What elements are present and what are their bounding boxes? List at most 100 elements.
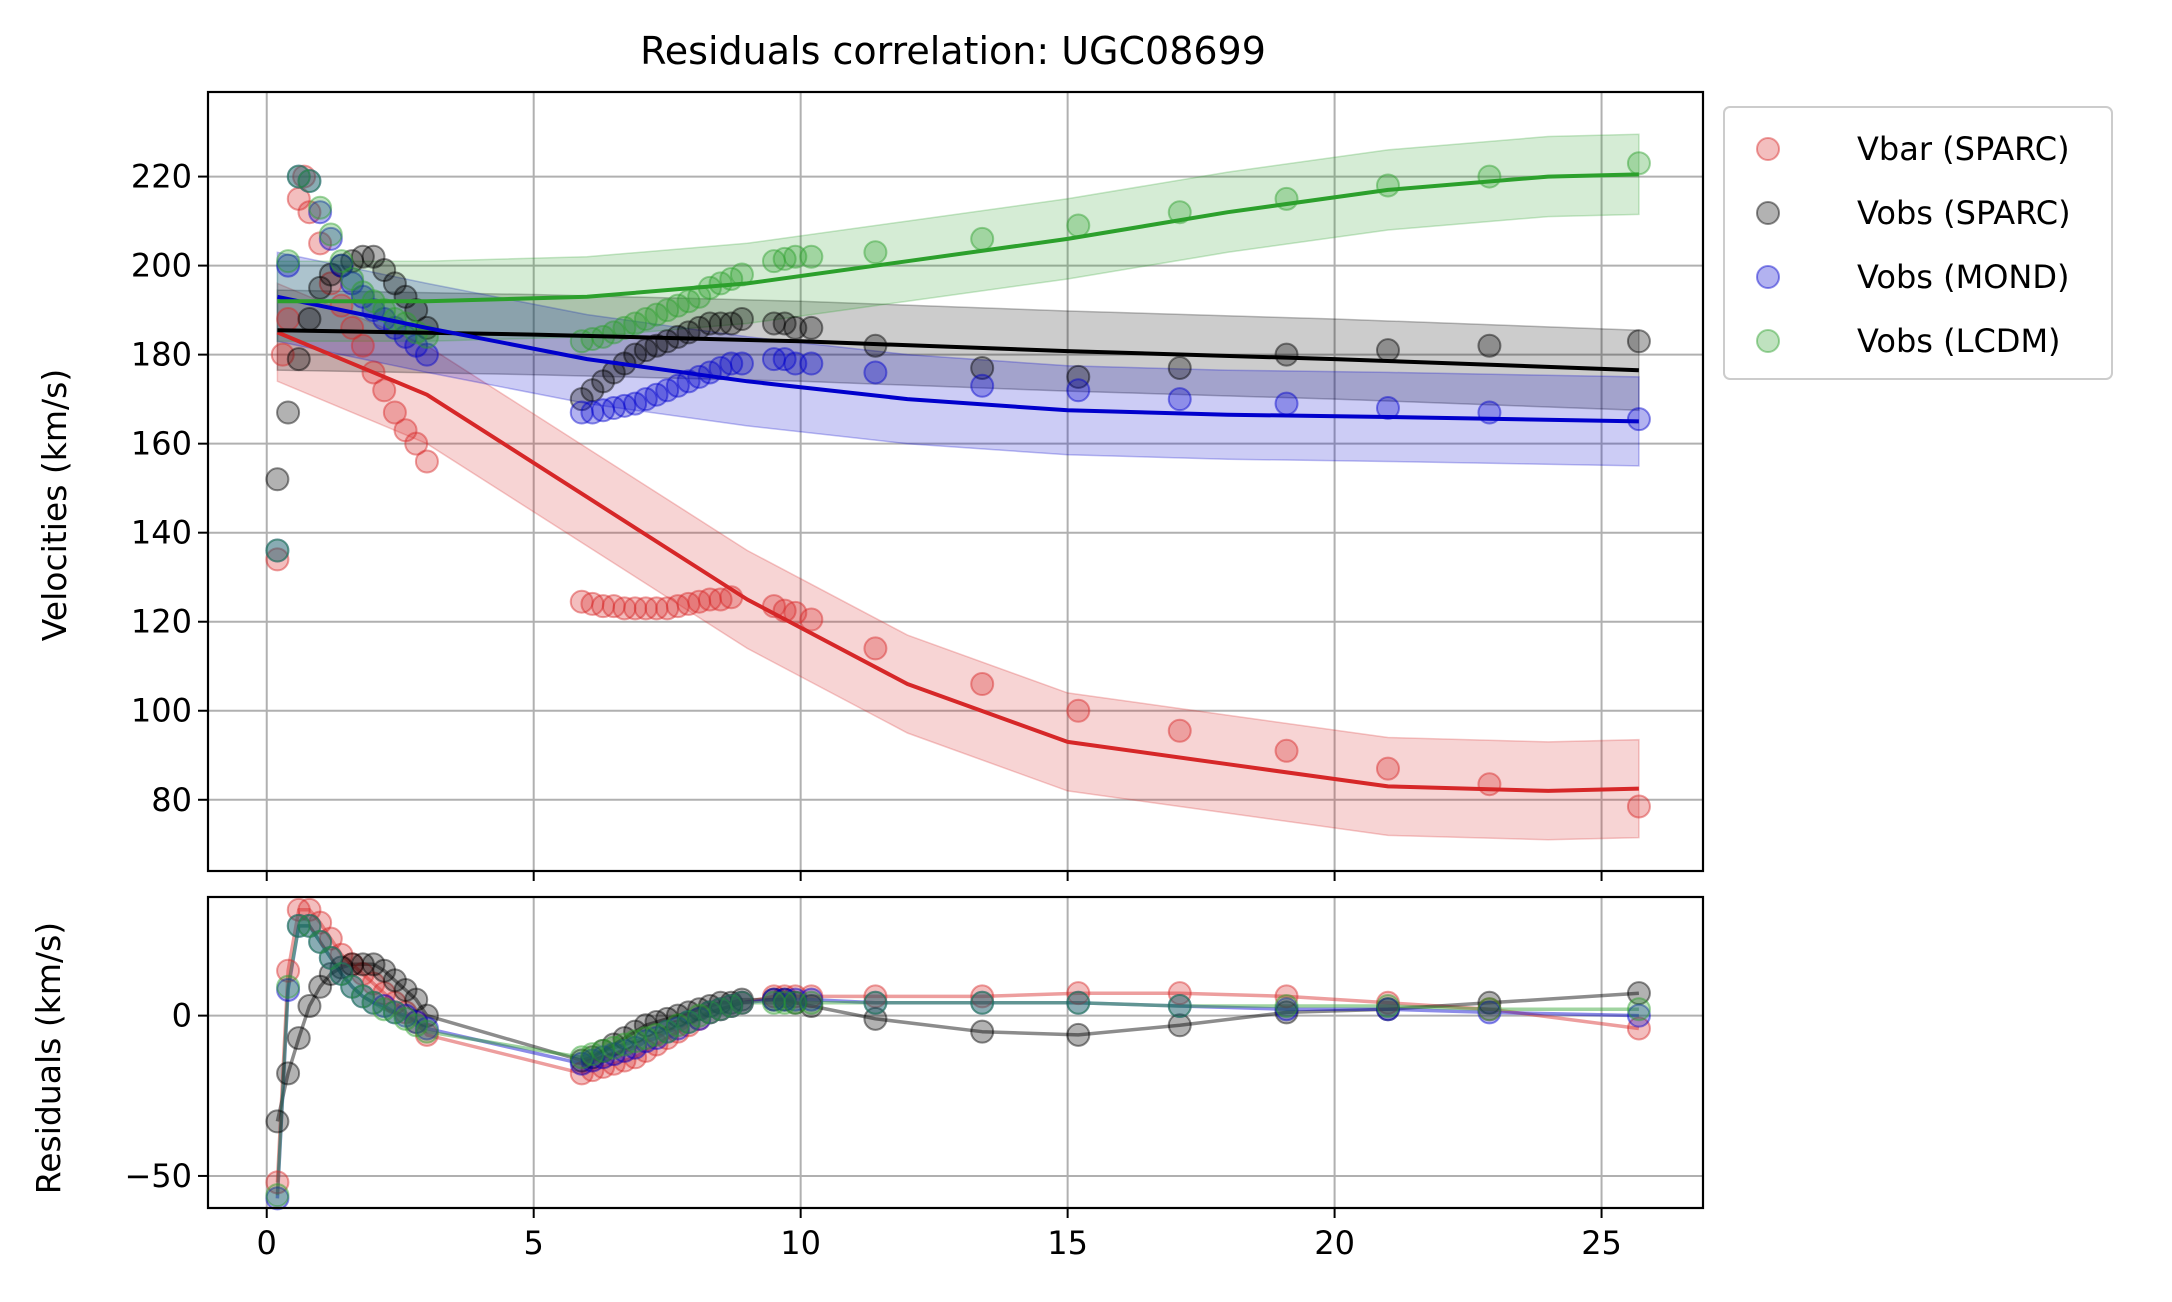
residual-point xyxy=(601,1051,626,1076)
data-point xyxy=(970,373,995,398)
residual-point xyxy=(404,1013,429,1038)
data-point xyxy=(772,347,797,372)
data-point xyxy=(799,244,824,269)
residual-point xyxy=(676,1010,701,1035)
residual-point xyxy=(1066,990,1091,1015)
data-point xyxy=(350,333,375,358)
data-point xyxy=(1477,772,1502,797)
residual-point xyxy=(783,984,808,1009)
data-point xyxy=(970,672,995,697)
data-point xyxy=(970,226,995,251)
residual-point xyxy=(612,1038,637,1063)
data-point xyxy=(308,231,333,256)
residual-point xyxy=(1375,997,1400,1022)
residual-point xyxy=(676,1010,701,1035)
residual-point xyxy=(1274,994,1299,1019)
residual-point xyxy=(404,1010,429,1035)
data-point xyxy=(783,351,808,376)
residual-point xyxy=(382,990,407,1015)
residual-point xyxy=(286,913,311,938)
residual-point xyxy=(1066,1022,1091,1047)
residual-point xyxy=(799,984,824,1009)
data-point xyxy=(1167,355,1192,380)
data-point xyxy=(591,594,616,619)
residual-point xyxy=(265,1170,290,1195)
data-point xyxy=(1477,164,1502,189)
data-point xyxy=(372,258,397,283)
data-point xyxy=(382,271,407,296)
residual-point xyxy=(276,974,301,999)
residual-point xyxy=(569,1048,594,1073)
data-point xyxy=(655,378,680,403)
residual-point xyxy=(719,994,744,1019)
residual-point xyxy=(1274,984,1299,1009)
residual-point xyxy=(729,987,754,1012)
residual-point xyxy=(286,897,311,922)
residual-point xyxy=(970,990,995,1015)
residual-point xyxy=(601,1042,626,1067)
residual-point xyxy=(308,910,333,935)
residual-point xyxy=(1167,1013,1192,1038)
data-point xyxy=(1375,396,1400,421)
vobs-lcdm-residual-points xyxy=(265,913,1651,1208)
residual-point xyxy=(591,1054,616,1079)
residual-point xyxy=(676,1000,701,1025)
data-point xyxy=(655,329,680,354)
residual-point xyxy=(1066,990,1091,1015)
residual-point xyxy=(591,1045,616,1070)
residual-point xyxy=(308,929,333,954)
data-point xyxy=(297,169,322,194)
residual-point xyxy=(286,1026,311,1051)
data-point xyxy=(580,591,605,616)
residual-point xyxy=(687,997,712,1022)
data-point xyxy=(372,378,397,403)
vbar-sparc-fit-line xyxy=(276,330,1639,793)
data-point xyxy=(1167,718,1192,743)
residual-point xyxy=(719,994,744,1019)
residual-point xyxy=(340,974,365,999)
residual-point xyxy=(372,997,397,1022)
data-point xyxy=(633,307,658,332)
data-point xyxy=(644,302,669,327)
legend-label-vobs-mond: Vobs (MOND) xyxy=(1857,258,2069,296)
residual-point xyxy=(372,981,397,1006)
residual-point xyxy=(633,1029,658,1054)
residual-point xyxy=(612,1032,637,1057)
data-point xyxy=(772,246,797,271)
residual-point xyxy=(687,1006,712,1031)
residual-point xyxy=(361,952,386,977)
bottom-ytick-label: 0 xyxy=(172,997,192,1035)
residual-point xyxy=(591,1038,616,1063)
bottom-xtick-label: 20 xyxy=(1314,1224,1355,1262)
data-point xyxy=(676,591,701,616)
residual-point xyxy=(265,1183,290,1208)
top-grid xyxy=(208,92,1703,871)
residual-point xyxy=(655,1019,680,1044)
residual-point xyxy=(393,1000,418,1025)
data-point xyxy=(276,253,301,278)
vbar-sparc-residual-line xyxy=(275,908,1640,1183)
data-point xyxy=(591,398,616,423)
residual-point xyxy=(799,990,824,1015)
vobs-lcdm-fit-line xyxy=(277,172,1639,304)
data-point xyxy=(1626,151,1651,176)
residual-point xyxy=(1477,990,1502,1015)
residual-point xyxy=(297,994,322,1019)
top-ytick-label: 80 xyxy=(151,781,192,819)
data-point xyxy=(970,355,995,380)
data-point xyxy=(382,400,407,425)
residual-point xyxy=(318,961,343,986)
data-point xyxy=(644,596,669,621)
top-ytick-label: 140 xyxy=(131,514,192,552)
data-point xyxy=(265,538,290,563)
data-point xyxy=(340,249,365,274)
residual-point xyxy=(265,1109,290,1134)
residual-point xyxy=(350,984,375,1009)
data-point xyxy=(729,307,754,332)
residual-point xyxy=(318,945,343,970)
data-point xyxy=(329,249,354,274)
residual-point xyxy=(404,1010,429,1035)
data-point xyxy=(1477,333,1502,358)
residual-point xyxy=(1274,997,1299,1022)
data-point xyxy=(329,253,354,278)
